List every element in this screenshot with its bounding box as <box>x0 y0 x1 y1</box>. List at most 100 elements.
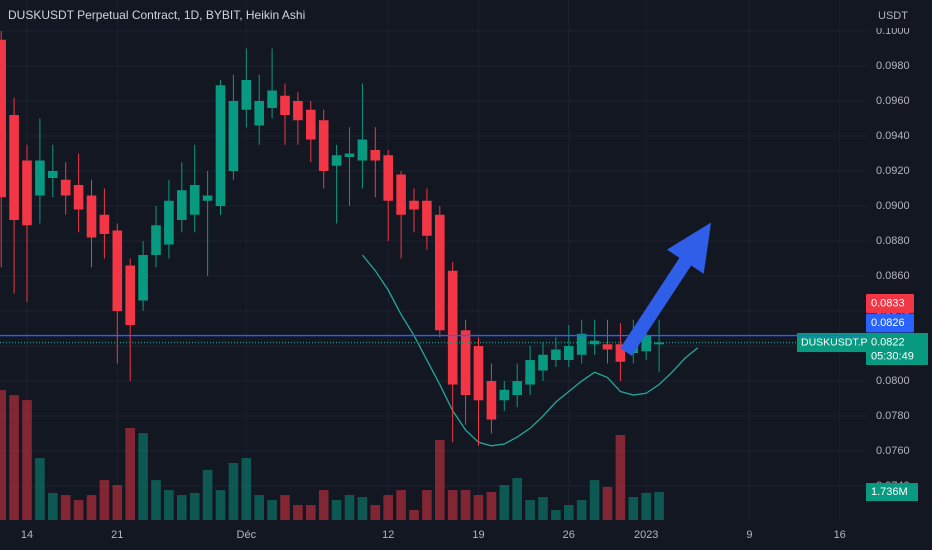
candle-body <box>447 270 458 385</box>
candle-body <box>177 190 187 221</box>
volume-bar <box>344 495 355 520</box>
price-badge-label: 0.0826 <box>871 317 905 329</box>
volume-bar <box>241 458 252 520</box>
price-badge <box>866 294 914 314</box>
candle-body <box>576 333 587 355</box>
x-tick-label: 19 <box>472 529 484 541</box>
axis-unit-bg <box>866 4 932 28</box>
volume-bar <box>293 505 303 520</box>
volume-bar <box>512 477 522 520</box>
candle-body <box>344 153 355 157</box>
volume-bar <box>422 490 432 520</box>
volume-bar <box>0 390 7 520</box>
candle-body <box>202 195 213 201</box>
volume-bar <box>138 433 148 520</box>
volume-bar <box>499 485 510 520</box>
candle-body <box>9 114 19 221</box>
y-tick-label: 0.0960 <box>876 95 910 107</box>
candle-body <box>512 381 522 396</box>
candle-body <box>22 160 32 226</box>
volume-bar <box>254 495 264 520</box>
volume-bar <box>447 490 458 520</box>
candle-body <box>215 85 226 207</box>
y-tick-label: 0.0800 <box>876 375 910 387</box>
x-tick-label: 9 <box>746 529 752 541</box>
y-tick-label: 0.0900 <box>876 200 910 212</box>
volume-bar <box>551 510 561 520</box>
volume-bar <box>602 486 613 520</box>
x-tick-label: Déc <box>237 529 257 541</box>
candle-body <box>164 200 174 245</box>
price-badge <box>866 333 928 366</box>
volume-bar <box>409 510 419 520</box>
y-tick-label: 0.0760 <box>876 445 910 457</box>
volume-bar <box>9 395 19 520</box>
volume-bar <box>60 495 71 520</box>
candle-body <box>241 79 252 110</box>
axis-unit: USDT <box>878 10 908 22</box>
candle-body <box>267 90 277 108</box>
price-badge <box>866 313 914 333</box>
candle-body <box>138 255 148 301</box>
x-tick-label: 12 <box>382 529 394 541</box>
volume-bar <box>202 469 213 520</box>
symbol-badge <box>797 333 866 353</box>
candle-body <box>86 195 97 238</box>
volume-bar <box>189 492 200 520</box>
volume-bar <box>280 495 290 520</box>
candle-body <box>499 389 510 401</box>
chart-title: DUSKUSDT Perpetual Contract, 1D, BYBIT, … <box>8 8 305 22</box>
candle-body <box>73 185 84 210</box>
volume-bar <box>654 492 664 520</box>
volume-bar <box>267 500 277 520</box>
volume-bar <box>615 434 626 520</box>
candle-body <box>48 170 58 179</box>
candle-body <box>409 200 419 210</box>
volume-bar <box>99 480 110 520</box>
volume-bar <box>396 490 406 520</box>
volume-bar <box>22 400 32 520</box>
candle-body <box>551 349 561 361</box>
moving-average-line <box>361 254 699 447</box>
y-tick-label: 0.0940 <box>876 130 910 142</box>
volume-bar <box>486 491 497 520</box>
candle-body <box>318 120 329 171</box>
candle-body <box>189 185 200 215</box>
candle-body <box>473 346 484 401</box>
candle-body <box>654 342 664 345</box>
x-tick-label: 26 <box>563 529 575 541</box>
symbol-label: DUSKUSDT.P <box>801 336 868 348</box>
x-tick-label: 21 <box>111 529 123 541</box>
volume-bar <box>151 480 161 520</box>
y-tick-label: 0.0860 <box>876 270 910 282</box>
candle-body <box>99 214 110 235</box>
price-axis-bg <box>866 0 932 550</box>
volume-bar <box>370 505 381 520</box>
volume-bar <box>228 463 239 520</box>
candle-body <box>422 200 432 236</box>
candle-body <box>306 109 316 140</box>
volume-bar <box>460 490 471 520</box>
candle-body <box>331 155 342 166</box>
volume-bar <box>628 496 639 520</box>
y-tick-label: 0.0880 <box>876 235 910 247</box>
candle-body <box>293 100 303 121</box>
candle-body <box>125 265 135 326</box>
candle-body <box>538 354 548 371</box>
volume-bar <box>589 480 600 520</box>
candle-body <box>486 381 497 420</box>
candle-body <box>35 160 45 196</box>
volume-badge <box>866 483 918 502</box>
volume-bar <box>641 492 651 520</box>
candle-body <box>60 179 71 196</box>
volume-badge-label: 1.736M <box>871 486 908 498</box>
volume-bar <box>576 500 587 520</box>
volume-bar <box>383 495 393 520</box>
volume-bar <box>215 490 226 520</box>
candle-body <box>615 344 626 362</box>
candle-body <box>641 335 651 352</box>
